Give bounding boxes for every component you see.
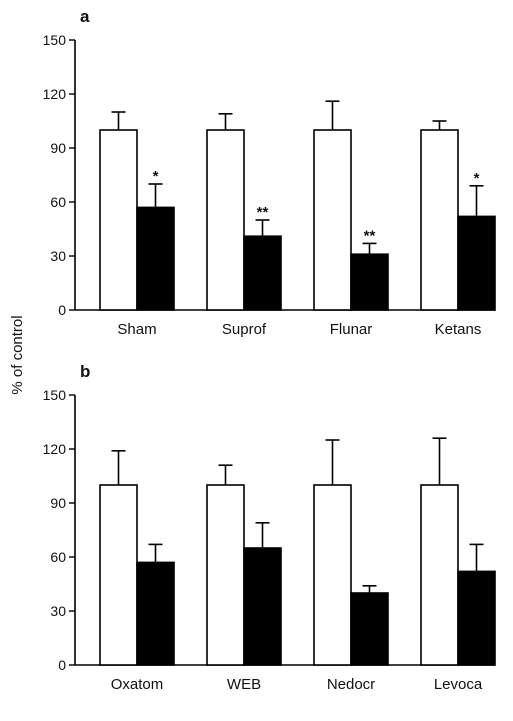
panel-b-bar [243, 547, 282, 666]
panel-a-y-tick-label: 90 [50, 140, 66, 156]
panel-b-letter: b [80, 362, 90, 381]
panel-a-bar [350, 253, 389, 311]
panel-a-bar [136, 206, 175, 311]
panel-b-category-label: Levoca [434, 676, 483, 693]
panel-a-bar [243, 235, 282, 311]
panel-a-category-label: Sham [117, 321, 156, 338]
panel-b-category-label: Oxatom [111, 676, 164, 693]
panel-b-bar [99, 484, 138, 666]
panel-b-y-tick-label: 30 [50, 603, 66, 619]
panel-b-y-tick-label: 90 [50, 495, 66, 511]
panel-a-letter: a [80, 7, 90, 26]
panel-a-significance-mark: * [153, 168, 159, 185]
panel-a-significance-mark: ** [257, 204, 269, 221]
panel-b-bar [136, 561, 175, 666]
panel-b-bar [206, 484, 245, 666]
panel-b-bar [457, 570, 496, 666]
panel-a-category-label: Ketans [435, 321, 482, 338]
panel-b-y-tick-label: 120 [43, 441, 67, 457]
panel-b-y-tick-label: 60 [50, 549, 66, 565]
panel-a-y-tick-label: 150 [43, 32, 67, 48]
panel-a-bar [457, 215, 496, 311]
y-axis-label: % of control [9, 315, 26, 394]
panel-a: a 0 30 60 90 120 150 * Sham ** Suprof ** Flunar * Ket… [43, 7, 496, 338]
panel-a-bar [313, 129, 352, 311]
panel-b-y-tick-label: 150 [43, 387, 67, 403]
panel-a-bar [420, 129, 459, 311]
panel-a-category-label: Flunar [330, 321, 373, 338]
panel-b-bar [420, 484, 459, 666]
panel-a-category-label: Suprof [222, 321, 267, 338]
panel-b-bar [313, 484, 352, 666]
panel-b-category-label: WEB [227, 676, 261, 693]
panel-a-y-tick-label: 60 [50, 194, 66, 210]
panel-a-significance-mark: * [474, 170, 480, 187]
panel-b-bar [350, 592, 389, 666]
panel-b-y-tick-label: 0 [58, 657, 66, 673]
panel-a-y-tick-label: 30 [50, 248, 66, 264]
panel-a-significance-mark: ** [364, 227, 376, 244]
panel-a-y-tick-label: 120 [43, 86, 67, 102]
panel-a-bar [206, 129, 245, 311]
panel-a-bar [99, 129, 138, 311]
panel-b: b 0 30 60 90 120 150 Oxatom WEB Nedocr Levoca [43, 362, 496, 693]
panel-b-category-label: Nedocr [327, 676, 375, 693]
panel-a-y-tick-label: 0 [58, 302, 66, 318]
